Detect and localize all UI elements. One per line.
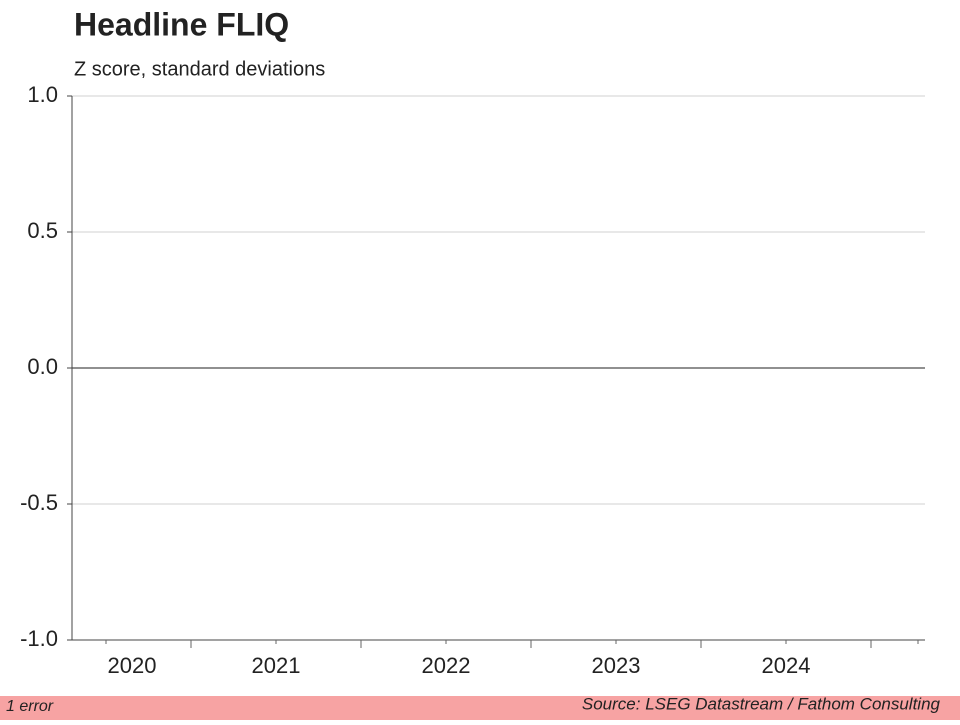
x-tick-label: 2021 — [252, 653, 301, 678]
chart-subtitle: Z score, standard deviations — [74, 58, 325, 80]
x-tick-label: 2023 — [592, 653, 641, 678]
x-tick-label: 2020 — [108, 653, 157, 678]
x-tick-label: 2024 — [762, 653, 811, 678]
y-tick-label: -0.5 — [20, 490, 58, 515]
status-bar — [0, 696, 960, 720]
x-tick-label: 2022 — [422, 653, 471, 678]
chart-title: Headline FLIQ — [74, 6, 289, 42]
y-tick-label: -1.0 — [20, 626, 58, 651]
y-tick-label: 1.0 — [27, 82, 58, 107]
error-count[interactable]: 1 error — [6, 698, 54, 715]
y-tick-label: 0.5 — [27, 218, 58, 243]
source-note: Source: LSEG Datastream / Fathom Consult… — [582, 694, 941, 713]
y-tick-label: 0.0 — [27, 354, 58, 379]
